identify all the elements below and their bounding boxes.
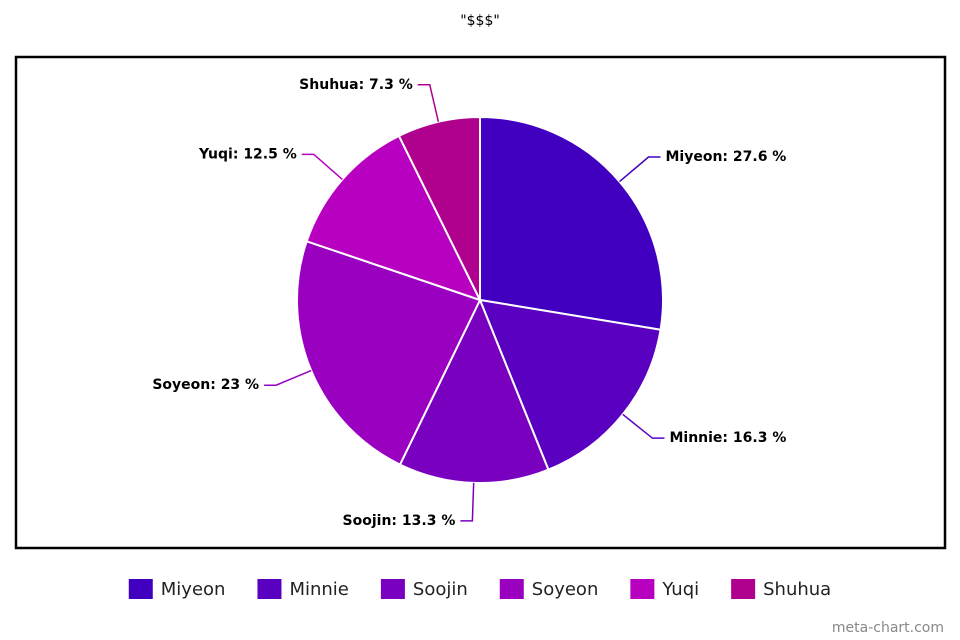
pie-slice (479, 115, 664, 331)
legend-label: Soyeon (532, 579, 599, 600)
leader-line (301, 153, 343, 180)
slice-label: Soojin: 13.3 % (343, 513, 456, 529)
legend-label: Miyeon (161, 579, 226, 600)
legend-swatch (380, 579, 405, 599)
legend-swatch (257, 579, 282, 599)
pie-slice (478, 298, 662, 472)
leader-line (264, 369, 312, 386)
legend-swatch (630, 579, 655, 599)
leader-line (622, 413, 665, 439)
slice-label: Minnie: 16.3 % (669, 430, 786, 446)
legend-swatch (499, 579, 524, 599)
slice-label: Yuqi: 12.5 % (198, 146, 297, 162)
legend-swatch (128, 579, 153, 599)
plot-frame (14, 55, 947, 550)
slice-label: Miyeon: 27.6 % (665, 149, 786, 165)
chart-title: "$$$" (460, 13, 500, 29)
legend-label: Yuqi (661, 579, 699, 600)
slice-label: Shuhua: 7.3 % (299, 77, 413, 93)
watermark: meta-chart.com (832, 620, 944, 636)
leader-line (417, 84, 440, 122)
pie-slice (398, 297, 550, 484)
leader-line (460, 482, 475, 522)
legend-label: Shuhua (763, 579, 831, 600)
pie-slice (397, 115, 481, 301)
slice-label: Soyeon: 23 % (152, 377, 259, 393)
legend-label: Soojin (413, 579, 468, 600)
pie-slice (296, 239, 482, 466)
legend-label: Minnie (289, 579, 348, 600)
legend-swatch (731, 579, 756, 599)
pie-slice (305, 134, 482, 302)
leader-line (619, 156, 661, 183)
